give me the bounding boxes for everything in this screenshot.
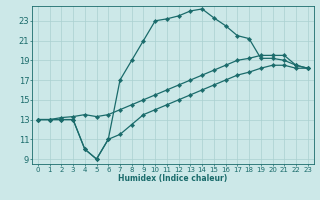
X-axis label: Humidex (Indice chaleur): Humidex (Indice chaleur) <box>118 174 228 183</box>
